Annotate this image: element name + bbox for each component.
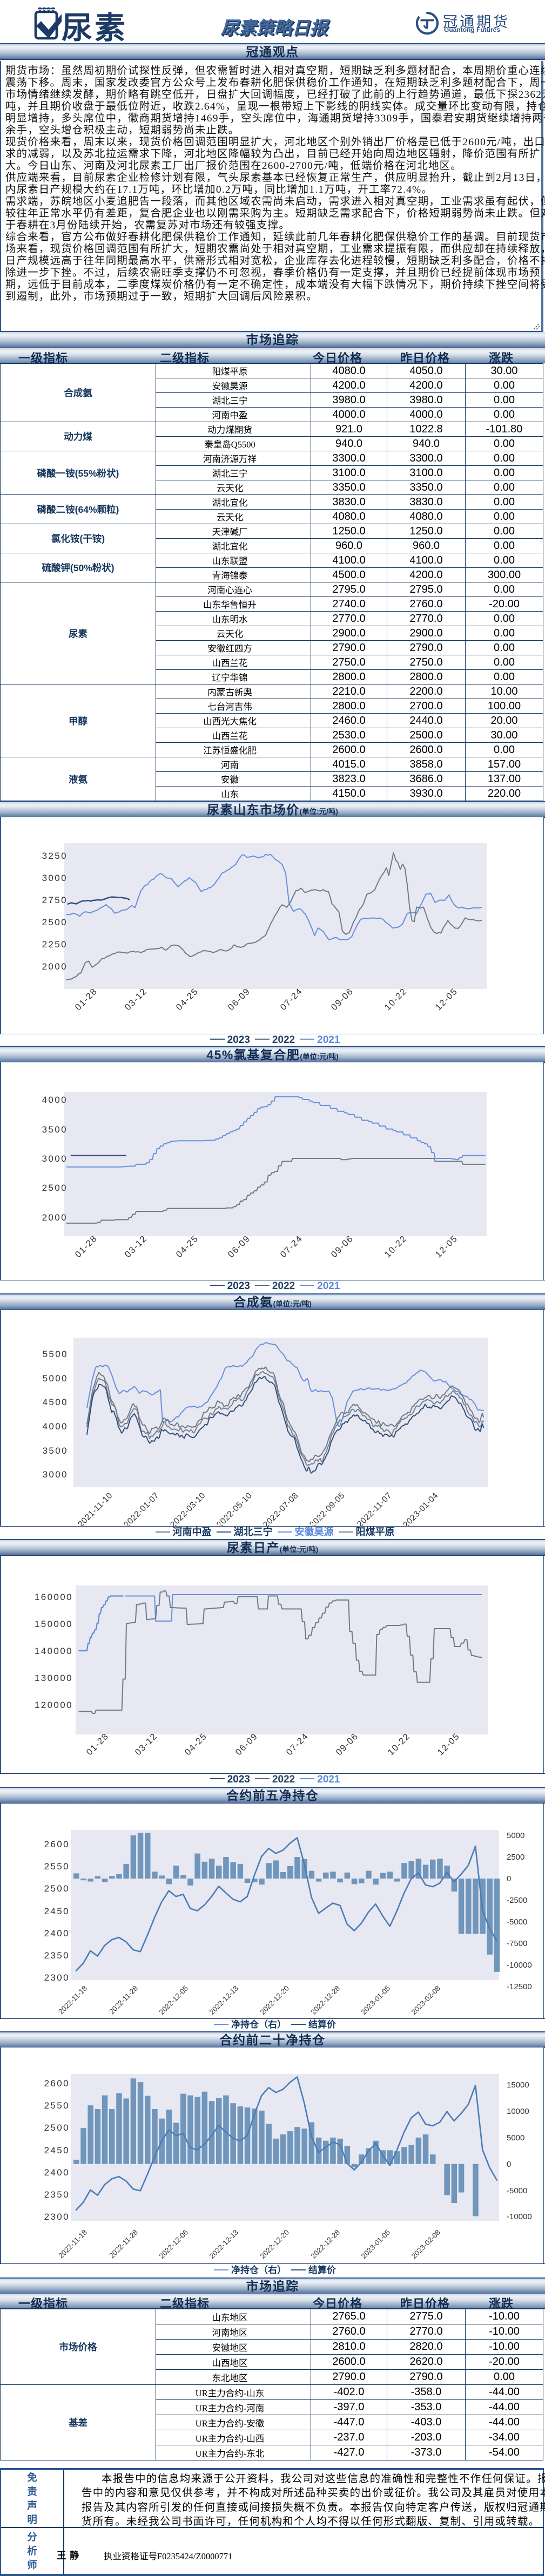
svg-text:01-28: 01-28 (85, 1731, 111, 1757)
svg-text:09-06: 09-06 (334, 1731, 360, 1757)
svg-text:2350: 2350 (44, 1950, 70, 1961)
svg-text:2022-12-28: 2022-12-28 (309, 2228, 341, 2260)
svg-text:2022-12-06: 2022-12-06 (158, 2228, 190, 2260)
svg-text:3250: 3250 (42, 851, 68, 861)
svg-text:-10000: -10000 (507, 2212, 532, 2221)
svg-text:2500: 2500 (44, 1883, 70, 1894)
svg-text:10-22: 10-22 (383, 986, 409, 1012)
svg-text:0: 0 (507, 2160, 511, 2169)
svg-text:03-12: 03-12 (123, 986, 149, 1012)
svg-text:2022-11-18: 2022-11-18 (57, 1984, 89, 2016)
svg-text:2022-11-28: 2022-11-28 (107, 1984, 139, 2016)
svg-text:2300: 2300 (44, 2212, 70, 2222)
svg-text:3000: 3000 (43, 1469, 68, 1480)
svg-text:2000: 2000 (42, 1212, 68, 1223)
svg-text:2500: 2500 (44, 2123, 70, 2133)
svg-text:2500: 2500 (507, 1853, 524, 1862)
svg-text:06-09: 06-09 (234, 1731, 260, 1757)
svg-text:2022-12-20: 2022-12-20 (259, 2228, 291, 2260)
svg-text:06-09: 06-09 (226, 986, 252, 1012)
svg-text:2300: 2300 (44, 1972, 70, 1983)
svg-text:2022-12-13: 2022-12-13 (208, 1984, 240, 2016)
svg-text:2550: 2550 (44, 2100, 70, 2111)
svg-text:03-12: 03-12 (133, 1731, 159, 1757)
svg-text:2022-11-28: 2022-11-28 (107, 2228, 139, 2260)
svg-text:150000: 150000 (35, 1619, 73, 1629)
svg-text:01-28: 01-28 (73, 1233, 99, 1259)
svg-text:2023-01-04: 2023-01-04 (401, 1491, 440, 1526)
svg-text:06-09: 06-09 (226, 1233, 252, 1259)
svg-text:160000: 160000 (35, 1592, 73, 1602)
svg-text:09-06: 09-06 (329, 1233, 355, 1259)
svg-text:5000: 5000 (507, 2133, 524, 2143)
svg-text:2022-12-05: 2022-12-05 (158, 1984, 190, 2016)
svg-text:10-22: 10-22 (386, 1731, 412, 1757)
svg-text:2022-12-28: 2022-12-28 (309, 1984, 341, 2016)
svg-text:5500: 5500 (43, 1349, 68, 1359)
svg-text:3500: 3500 (42, 1124, 68, 1135)
svg-text:2400: 2400 (44, 2167, 70, 2178)
svg-text:3000: 3000 (42, 873, 68, 883)
svg-text:2023-02-08: 2023-02-08 (410, 1984, 442, 2016)
svg-text:140000: 140000 (35, 1646, 73, 1656)
svg-text:-5000: -5000 (507, 2186, 527, 2195)
svg-text:2023-02-08: 2023-02-08 (410, 2228, 442, 2260)
svg-text:2250: 2250 (42, 939, 68, 950)
svg-text:04-25: 04-25 (174, 986, 200, 1012)
svg-text:2022-12-20: 2022-12-20 (259, 1984, 291, 2016)
svg-text:07-24: 07-24 (279, 986, 305, 1012)
svg-text:12-05: 12-05 (434, 986, 460, 1012)
svg-text:-5000: -5000 (507, 1917, 527, 1927)
svg-text:2022-07-08: 2022-07-08 (261, 1491, 300, 1526)
svg-text:2023-01-05: 2023-01-05 (360, 1984, 392, 2016)
svg-text:130000: 130000 (35, 1673, 73, 1683)
svg-text:4000: 4000 (42, 1095, 68, 1105)
svg-text:04-25: 04-25 (174, 1233, 200, 1259)
svg-text:2450: 2450 (44, 2145, 70, 2155)
svg-text:10000: 10000 (507, 2107, 529, 2116)
svg-text:2022-09-05: 2022-09-05 (308, 1491, 347, 1526)
svg-text:2022-12-13: 2022-12-13 (208, 2228, 240, 2260)
svg-text:-2500: -2500 (507, 1896, 527, 1905)
svg-text:2500: 2500 (42, 1183, 68, 1193)
svg-text:10-22: 10-22 (383, 1233, 409, 1259)
svg-text:3000: 3000 (42, 1154, 68, 1164)
svg-text:07-24: 07-24 (285, 1731, 311, 1757)
svg-text:15000: 15000 (507, 2080, 529, 2090)
svg-text:2450: 2450 (44, 1906, 70, 1916)
svg-text:5000: 5000 (507, 1831, 524, 1840)
svg-text:2022-11-18: 2022-11-18 (57, 2228, 89, 2260)
svg-text:03-12: 03-12 (123, 1233, 149, 1259)
svg-text:2022-11-07: 2022-11-07 (355, 1491, 394, 1526)
svg-text:5000: 5000 (43, 1373, 68, 1384)
svg-text:4500: 4500 (43, 1397, 68, 1407)
svg-text:2023-01-05: 2023-01-05 (360, 2228, 392, 2260)
svg-text:2021-11-10: 2021-11-10 (76, 1491, 115, 1526)
svg-text:4000: 4000 (43, 1421, 68, 1432)
svg-text:2550: 2550 (44, 1861, 70, 1872)
svg-text:07-24: 07-24 (279, 1233, 305, 1259)
svg-text:2000: 2000 (42, 961, 68, 972)
svg-text:2400: 2400 (44, 1928, 70, 1938)
svg-text:120000: 120000 (35, 1700, 73, 1710)
svg-text:0: 0 (507, 1874, 511, 1883)
svg-text:01-28: 01-28 (73, 986, 99, 1012)
svg-text:2500: 2500 (42, 917, 68, 927)
svg-text:2022-05-10: 2022-05-10 (215, 1491, 254, 1526)
svg-text:04-25: 04-25 (183, 1731, 209, 1757)
svg-text:2600: 2600 (44, 2078, 70, 2089)
svg-text:2350: 2350 (44, 2189, 70, 2200)
svg-text:12-05: 12-05 (434, 1233, 460, 1259)
svg-text:-12500: -12500 (507, 1982, 532, 1991)
svg-text:-7500: -7500 (507, 1939, 527, 1948)
svg-text:3500: 3500 (43, 1446, 68, 1456)
svg-text:2022-01-07: 2022-01-07 (122, 1491, 161, 1526)
svg-text:2600: 2600 (44, 1839, 70, 1849)
svg-text:09-06: 09-06 (329, 986, 355, 1012)
svg-text:2022-03-10: 2022-03-10 (169, 1491, 207, 1526)
svg-text:2750: 2750 (42, 895, 68, 905)
svg-text:12-05: 12-05 (436, 1731, 462, 1757)
svg-text:-10000: -10000 (507, 1961, 532, 1970)
